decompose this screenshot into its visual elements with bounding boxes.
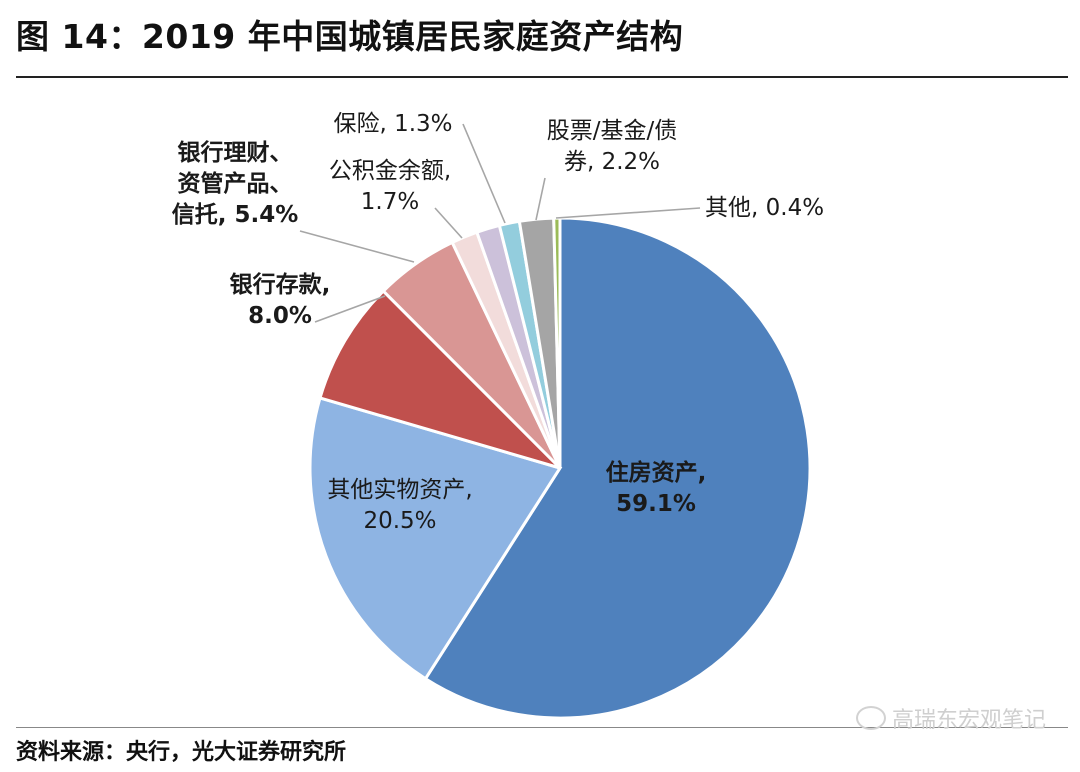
watermark: 高瑞东宏观笔记 <box>855 702 1046 734</box>
leader-line <box>555 207 701 219</box>
slice-label-line: 银行存款, <box>230 271 331 298</box>
slice-label: 其他实物资产, 20.5% <box>327 477 472 534</box>
slice-label-line: 公积金余额, <box>329 158 451 184</box>
title-divider <box>16 76 1068 78</box>
slice-label: 住房资产, 59.1% <box>606 459 707 517</box>
slice-labels: 住房资产, 59.1% 其他实物资产, 20.5% 银行存款, 8.0% 银行理财、资管产品… <box>172 111 824 534</box>
slice-label-line: 资管产品、 <box>178 170 293 197</box>
slice-label-line: 股票/基金/债 <box>547 118 678 144</box>
slice-label-line: 券, 2.2% <box>564 149 660 175</box>
slice-label: 保险, 1.3% <box>333 111 452 137</box>
leader-line <box>314 295 386 323</box>
pie-slice <box>308 396 563 681</box>
slice-label-line: 其他, 0.4% <box>705 195 824 221</box>
slice-label-line: 其他实物资产, <box>327 477 472 503</box>
leader-line <box>299 230 415 263</box>
slice-label: 股票/基金/债券, 2.2% <box>547 118 678 175</box>
slice-label-line: 1.7% <box>361 189 419 215</box>
slice-label: 其他, 0.4% <box>705 195 824 221</box>
slice-label: 银行存款, 8.0% <box>230 271 331 329</box>
slice-label-line: 20.5% <box>363 508 436 534</box>
slice-label-line: 8.0% <box>248 303 312 329</box>
pie-slice <box>423 216 812 720</box>
pie-slices <box>308 216 812 720</box>
leader-lines <box>299 123 701 323</box>
slice-label-line: 住房资产, <box>606 459 707 486</box>
source-divider <box>16 727 1068 728</box>
pie-slice <box>318 288 562 470</box>
slice-label: 银行理财、资管产品、信托, 5.4% <box>172 139 299 228</box>
slice-label-line: 银行理财、 <box>178 139 293 166</box>
watermark-text: 高瑞东宏观笔记 <box>891 708 1046 733</box>
leader-line <box>434 207 463 239</box>
leader-line <box>462 123 506 224</box>
slice-label: 公积金余额, 1.7% <box>329 158 451 215</box>
slice-label-line: 信托, 5.4% <box>172 201 299 228</box>
figure-title: 图 14：2019 年中国城镇居民家庭资产结构 <box>16 17 684 56</box>
slice-label-line: 59.1% <box>616 491 696 517</box>
leader-line <box>535 177 546 221</box>
slice-label-line: 保险, 1.3% <box>333 111 452 137</box>
source-note: 资料来源：央行，光大证券研究所 <box>16 740 347 765</box>
wechat-icon <box>855 706 886 730</box>
